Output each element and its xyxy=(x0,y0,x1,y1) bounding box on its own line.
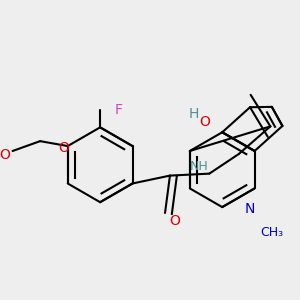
Text: N: N xyxy=(244,202,255,216)
Text: O: O xyxy=(169,214,180,228)
Text: O: O xyxy=(58,141,69,155)
Text: NH: NH xyxy=(190,160,209,173)
Text: CH₃: CH₃ xyxy=(261,226,284,239)
Text: F: F xyxy=(115,103,123,117)
Text: O: O xyxy=(0,148,10,162)
Text: H: H xyxy=(188,106,199,121)
Text: O: O xyxy=(199,116,210,129)
